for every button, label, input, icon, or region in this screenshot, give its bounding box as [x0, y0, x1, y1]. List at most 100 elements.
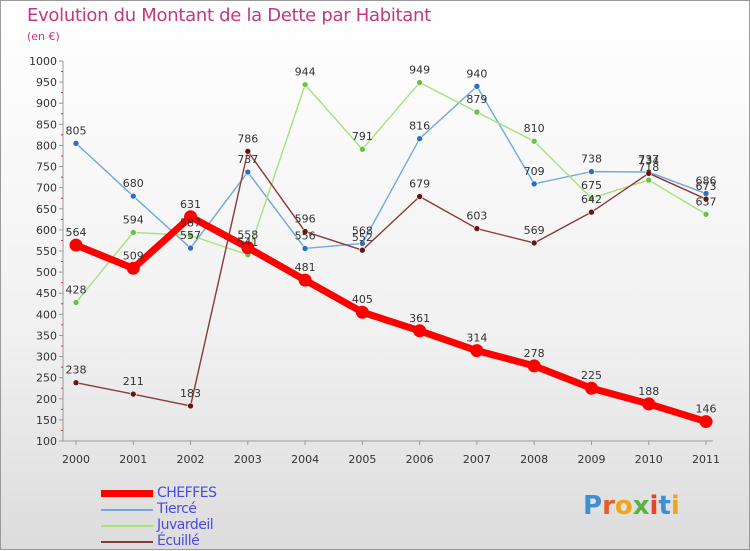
data-point	[413, 324, 427, 338]
data-label: 718	[638, 161, 659, 174]
y-tick-label: 450	[36, 287, 57, 300]
data-point	[241, 241, 255, 255]
data-label: 791	[352, 130, 373, 143]
data-point	[72, 379, 80, 387]
data-label: 940	[466, 67, 487, 80]
x-tick-label: 2004	[291, 453, 319, 466]
data-label: 188	[638, 385, 659, 398]
data-point	[473, 83, 481, 90]
logo-letter: o	[614, 491, 633, 521]
data-point	[359, 145, 366, 153]
data-label: 146	[696, 403, 717, 416]
data-label: 183	[180, 387, 201, 400]
x-tick-label: 2003	[234, 453, 262, 466]
data-label: 879	[466, 93, 487, 106]
data-point	[642, 397, 656, 411]
data-point	[473, 225, 481, 232]
data-label: 481	[295, 261, 316, 274]
data-point	[702, 195, 710, 203]
logo-letter: t	[658, 491, 671, 521]
legend-swatch-juvardeil	[101, 525, 153, 527]
y-tick-label: 300	[36, 351, 57, 364]
data-label: 631	[180, 198, 201, 211]
data-label: 737	[638, 153, 659, 166]
data-label: 568	[352, 224, 373, 237]
data-label: 734	[638, 154, 659, 167]
x-tick-label: 2008	[520, 453, 548, 466]
y-tick-label: 550	[36, 245, 57, 258]
data-label: 805	[66, 124, 87, 137]
logo-letter: P	[583, 491, 603, 521]
data-point	[416, 193, 423, 200]
data-point	[184, 210, 198, 224]
data-point	[301, 228, 309, 235]
data-point	[72, 299, 80, 306]
data-label: 587	[180, 216, 201, 229]
data-point	[645, 170, 653, 177]
data-point	[301, 245, 309, 252]
x-tick-label: 2000	[62, 453, 90, 466]
data-label: 314	[466, 332, 487, 345]
y-tick-label: 400	[36, 308, 57, 321]
x-tick-label: 2006	[406, 453, 434, 466]
data-label: 509	[123, 249, 144, 262]
data-label: 361	[409, 312, 430, 325]
data-point	[588, 194, 595, 202]
data-label: 679	[409, 178, 430, 191]
data-label: 786	[237, 132, 258, 145]
x-tick-label: 2011	[692, 453, 720, 466]
data-label: 541	[237, 236, 258, 249]
data-label: 709	[524, 165, 545, 178]
x-tick-label: 2001	[119, 453, 147, 466]
logo-letter: i	[649, 491, 659, 521]
data-point	[129, 229, 137, 236]
x-tick-label: 2007	[463, 453, 491, 466]
data-label: 278	[524, 347, 545, 360]
data-label: 944	[295, 66, 316, 79]
y-tick-label: 950	[36, 76, 57, 89]
legend-item-ecuille: Écuillé	[101, 533, 261, 550]
data-point	[355, 305, 369, 319]
data-label: 675	[581, 179, 602, 192]
data-label: 558	[237, 229, 258, 242]
data-point	[473, 108, 481, 116]
series-line-0	[72, 213, 710, 426]
data-point	[416, 135, 423, 142]
data-label: 428	[66, 284, 87, 297]
y-tick-label: 150	[36, 414, 57, 427]
data-label: 810	[524, 122, 545, 135]
chart-title: Evolution du Montant de la Dette par Hab…	[27, 5, 431, 26]
y-tick-label: 350	[36, 329, 57, 342]
data-point	[69, 238, 83, 252]
data-label: 594	[123, 213, 144, 226]
data-point	[527, 359, 541, 373]
x-tick-label: 2002	[177, 453, 205, 466]
y-tick-label: 700	[36, 182, 57, 195]
data-point	[702, 210, 710, 218]
legend-swatch-tierce	[101, 509, 153, 511]
y-tick-label: 900	[36, 97, 57, 110]
data-label: 737	[237, 153, 258, 166]
series-line-1	[75, 85, 707, 250]
data-label: 556	[295, 229, 316, 242]
data-label: 557	[180, 229, 201, 242]
data-label: 405	[352, 293, 373, 306]
data-point	[129, 390, 137, 398]
legend-label-juvardeil: Juvardeil	[157, 517, 214, 533]
data-point	[187, 402, 194, 410]
data-point	[530, 180, 538, 188]
logo-letter: i	[670, 491, 680, 521]
data-point	[244, 148, 252, 155]
data-label: 211	[123, 375, 144, 388]
data-point	[187, 244, 194, 252]
legend-label-ecuille: Écuillé	[157, 533, 200, 549]
data-label: 603	[466, 210, 487, 223]
data-point	[244, 168, 252, 176]
legend-swatch-ecuille	[101, 541, 153, 543]
legend: CHEFFES Tiercé Juvardeil Écuillé	[101, 485, 261, 550]
data-label: 642	[581, 193, 602, 206]
y-tick-label: 800	[36, 139, 57, 152]
logo-letter: r	[602, 491, 615, 521]
